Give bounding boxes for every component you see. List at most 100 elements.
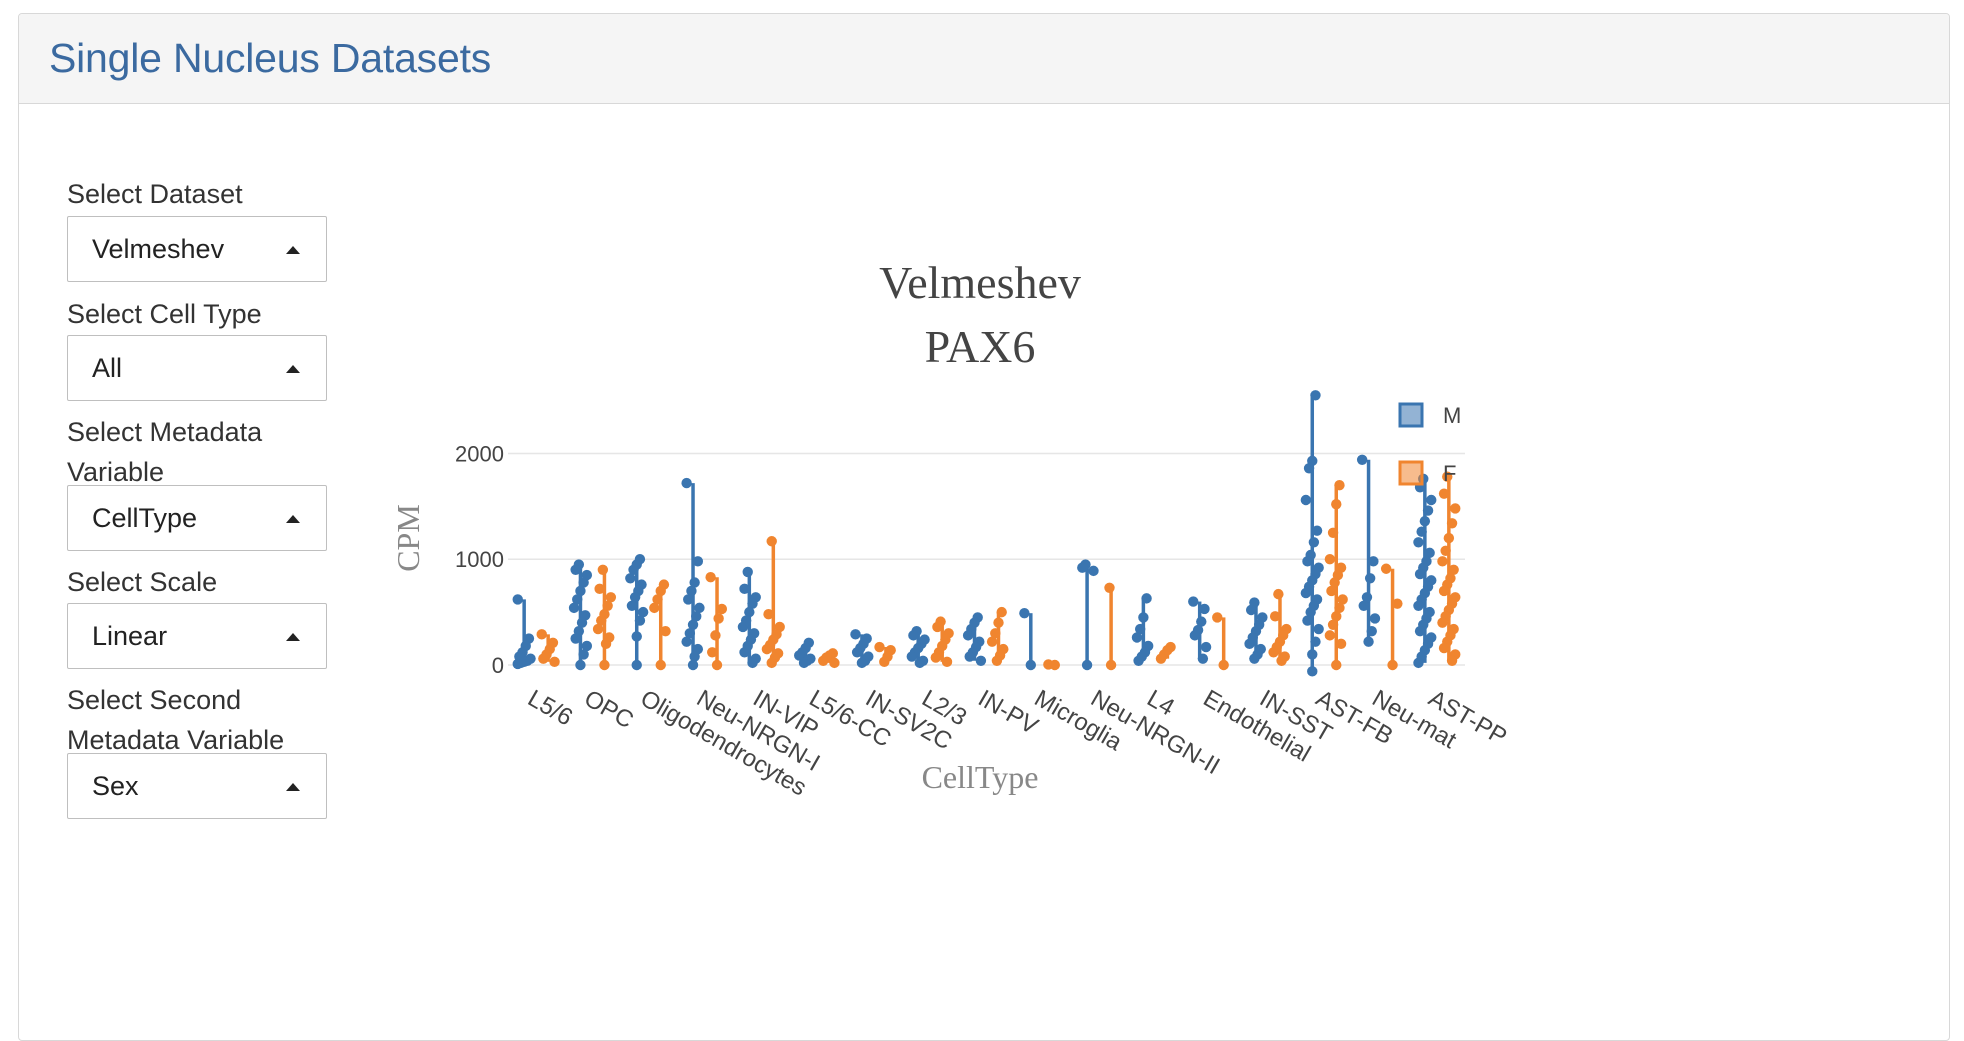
data-point[interactable] [687,659,699,671]
data-point[interactable] [683,594,694,605]
data-point[interactable] [1334,479,1345,491]
data-point[interactable] [512,658,523,670]
data-point[interactable] [692,556,704,567]
data-point[interactable] [744,606,755,618]
data-point[interactable] [1300,587,1312,599]
data-point[interactable] [1199,603,1210,615]
data-point[interactable] [1413,537,1424,548]
data-point[interactable] [600,638,612,650]
data-point[interactable] [1413,600,1424,611]
data-point[interactable] [629,592,641,603]
data-point[interactable] [655,659,666,671]
data-point[interactable] [856,657,868,669]
data-point[interactable] [874,641,885,653]
data-point[interactable] [1019,607,1030,619]
data-point[interactable] [626,600,638,611]
data-point[interactable] [1218,659,1229,671]
data-point[interactable] [1442,471,1453,482]
data-point[interactable] [742,566,753,578]
data-point[interactable] [1363,636,1374,647]
data-point[interactable] [1335,638,1347,650]
data-point[interactable] [1422,505,1434,516]
data-point[interactable] [975,655,987,666]
data-point[interactable] [991,655,1003,666]
data-point[interactable] [1424,547,1435,559]
data-point[interactable] [986,636,998,647]
data-point[interactable] [536,629,547,640]
data-point[interactable] [794,650,805,661]
data-point[interactable] [711,659,723,671]
data-point[interactable] [914,657,926,669]
data-point[interactable] [599,659,610,671]
data-point[interactable] [1438,642,1450,654]
data-point[interactable] [1419,515,1431,527]
data-point[interactable] [687,619,699,631]
data-point[interactable] [572,594,583,605]
data-point[interactable] [829,657,840,669]
data-point[interactable] [1416,526,1427,537]
data-point[interactable] [578,649,589,660]
data-point[interactable] [570,633,581,644]
data-point[interactable] [1307,649,1318,660]
data-point[interactable] [1197,653,1209,664]
data-point[interactable] [691,611,702,622]
data-point[interactable] [1269,611,1281,622]
data-point[interactable] [649,602,660,614]
data-point[interactable] [1088,565,1099,577]
data-point[interactable] [1392,598,1403,609]
data-point[interactable] [1305,606,1316,618]
data-point[interactable] [941,656,953,668]
data-point[interactable] [575,585,586,597]
data-point[interactable] [763,609,774,620]
data-point[interactable] [1104,582,1115,593]
data-point[interactable] [1303,463,1315,474]
data-point[interactable] [694,602,705,614]
data-point[interactable] [1450,503,1461,514]
data-point[interactable] [660,625,671,637]
data-point[interactable] [1327,619,1339,631]
data-point[interactable] [1329,577,1340,588]
data-point[interactable] [930,652,942,663]
data-point[interactable] [602,600,613,611]
data-point[interactable] [932,621,943,633]
data-point[interactable] [1105,659,1117,671]
data-point[interactable] [1413,657,1424,669]
data-point[interactable] [1440,545,1451,556]
data-point[interactable] [1310,390,1321,401]
data-point[interactable] [1249,653,1260,664]
data-point[interactable] [1307,666,1318,677]
data-point[interactable] [578,577,589,588]
data-point[interactable] [705,572,716,583]
data-point[interactable] [713,613,724,624]
data-point[interactable] [1443,532,1455,544]
data-point[interactable] [1361,592,1373,603]
data-point[interactable] [747,657,758,669]
cell-type-select[interactable]: All [67,335,327,401]
data-point[interactable] [766,536,777,547]
data-point[interactable] [1337,594,1348,605]
data-point[interactable] [1300,494,1312,506]
data-point[interactable] [1358,600,1369,611]
data-point[interactable] [628,564,639,576]
data-point[interactable] [716,603,728,615]
data-point[interactable] [1245,604,1257,616]
data-point[interactable] [1212,612,1223,623]
data-point[interactable] [1310,636,1321,647]
data-point[interactable] [1437,556,1448,567]
data-point[interactable] [684,628,696,639]
data-point[interactable] [908,630,919,641]
data-point[interactable] [1324,554,1336,565]
data-point[interactable] [710,630,721,641]
data-point[interactable] [747,598,758,609]
data-point[interactable] [1426,494,1437,506]
data-point[interactable] [818,655,829,666]
data-point[interactable] [597,564,609,576]
data-point[interactable] [761,643,773,655]
data-point[interactable] [739,583,750,595]
data-point[interactable] [1311,525,1323,536]
data-point[interactable] [637,606,649,618]
dataset-select[interactable]: Velmeshev [67,216,327,282]
data-point[interactable] [1326,585,1337,597]
data-point[interactable] [1364,573,1376,584]
data-point[interactable] [962,630,974,641]
